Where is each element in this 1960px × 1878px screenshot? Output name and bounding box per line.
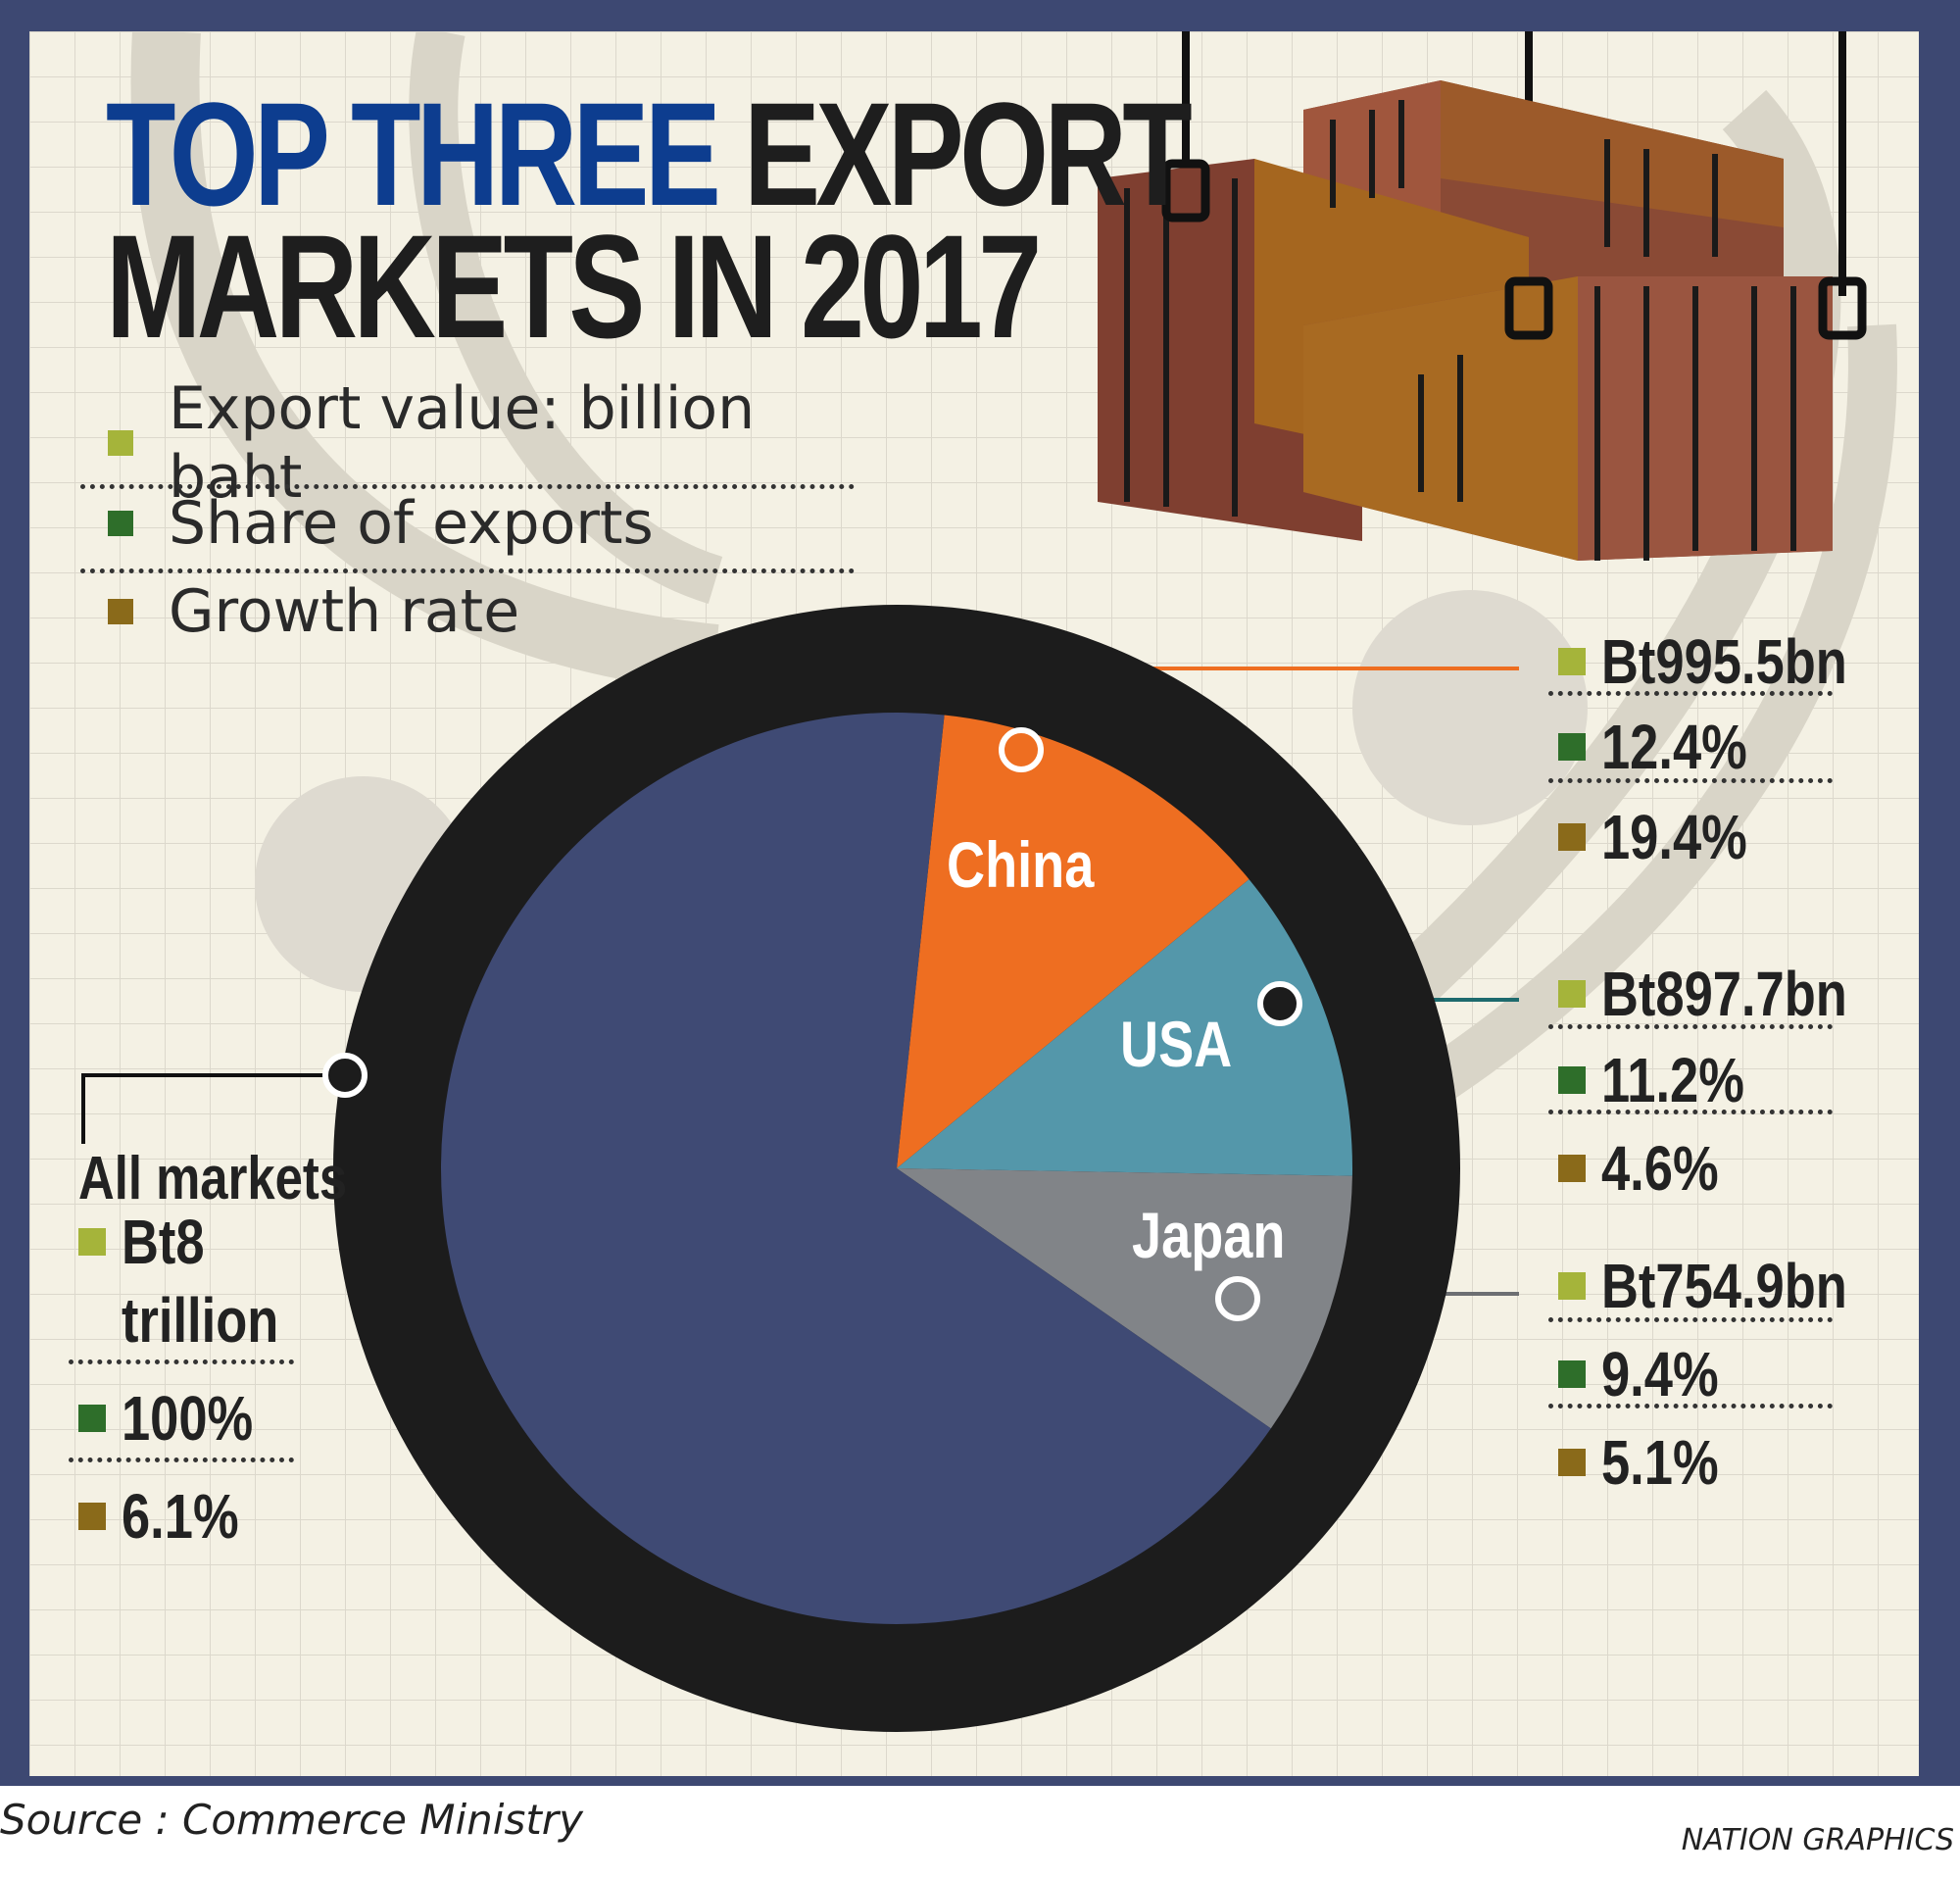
china-marker [999, 727, 1044, 772]
stat-text: Bt995.5bn [1601, 626, 1847, 697]
title-line-1: TOP THREE EXPORT [106, 80, 1193, 227]
share-swatch [1558, 1360, 1586, 1388]
title-rest: EXPORT [744, 72, 1193, 236]
legend-label: Export value: billion baht [169, 374, 756, 512]
usa-export-value: Bt897.7bn [1558, 955, 1901, 1033]
stat-text: 9.4% [1601, 1339, 1719, 1409]
share-swatch [78, 1405, 106, 1432]
all-markets-export-value: Bt8 [78, 1203, 222, 1281]
slice-label-japan: Japan [1132, 1199, 1286, 1271]
source-note: Source : Commerce Ministry [0, 1796, 583, 1844]
pie-chart [333, 605, 1460, 1732]
divider [1548, 691, 1833, 696]
all-markets-marker [322, 1053, 368, 1098]
growth-swatch [78, 1503, 106, 1530]
stat-text: trillion [122, 1285, 279, 1356]
divider [80, 484, 855, 489]
stat-text: Bt897.7bn [1601, 959, 1847, 1029]
divider [80, 568, 855, 573]
divider [1548, 778, 1833, 783]
stat-text: Bt8 [122, 1207, 205, 1277]
stat-text: Bt754.9bn [1601, 1251, 1847, 1321]
legend-swatch [108, 511, 133, 536]
share-swatch [1558, 1066, 1586, 1094]
stat-text: 6.1% [122, 1481, 239, 1552]
infographic-frame: TOP THREE EXPORT MARKETS IN 2017 Export … [0, 0, 1960, 1786]
legend-label: Share of exports [169, 489, 654, 558]
usa-growth: 4.6% [1558, 1129, 1744, 1208]
usa-marker [1257, 981, 1302, 1026]
decor-circle [1352, 590, 1588, 825]
slice-label-china: China [947, 828, 1095, 901]
china-growth: 19.4% [1558, 798, 1779, 876]
title-highlight: TOP THREE [106, 72, 721, 236]
decor-arc [409, 31, 723, 604]
china-export-value: Bt995.5bn [1558, 622, 1901, 701]
stat-text: 100% [122, 1383, 254, 1454]
stat-text: 4.6% [1601, 1133, 1719, 1204]
china-share: 12.4% [1558, 708, 1779, 786]
slice-label-usa: USA [1120, 1008, 1233, 1080]
export-value-swatch [1558, 648, 1586, 675]
growth-swatch [1558, 1155, 1586, 1182]
japan-share: 9.4% [1558, 1335, 1744, 1413]
stat-text: 19.4% [1601, 802, 1747, 872]
decor-arc [130, 31, 719, 693]
divider [1548, 1404, 1833, 1408]
divider [1548, 1110, 1833, 1114]
stat-text: All markets [78, 1144, 348, 1212]
stat-text: 12.4% [1601, 712, 1747, 782]
export-value-swatch [78, 1228, 106, 1256]
pie-slice-usa [897, 879, 1352, 1176]
legend-item-export-value: Export value: billion baht [108, 374, 892, 512]
export-value-swatch [1558, 980, 1586, 1008]
pie-slice-china [897, 715, 1250, 1168]
stat-text: 5.1% [1601, 1427, 1719, 1498]
all-markets-label: All markets [78, 1139, 406, 1217]
title-line-2: MARKETS IN 2017 [106, 204, 1042, 369]
legend-swatch [108, 599, 133, 624]
background-decoration [81, 31, 1897, 1732]
all-markets-leader-line [81, 1073, 343, 1144]
japan-marker [1215, 1276, 1260, 1321]
divider [1548, 1024, 1833, 1029]
all-markets-share: 100% [78, 1379, 282, 1458]
export-value-swatch [1558, 1272, 1586, 1300]
stat-text: 11.2% [1601, 1045, 1744, 1115]
usa-share: 11.2% [1558, 1041, 1776, 1119]
all-markets-export-value-line2: trillion [122, 1281, 314, 1359]
all-markets-growth: 6.1% [78, 1477, 265, 1556]
legend-label: Growth rate [169, 577, 520, 646]
crates-illustration [1098, 31, 1867, 561]
growth-swatch [1558, 1449, 1586, 1476]
legend-swatch [108, 430, 133, 456]
legend-item-share: Share of exports [108, 484, 892, 563]
legend-item-growth: Growth rate [108, 572, 892, 651]
growth-swatch [1558, 823, 1586, 851]
japan-export-value: Bt754.9bn [1558, 1247, 1901, 1325]
japan-growth: 5.1% [1558, 1423, 1744, 1502]
divider [69, 1359, 294, 1364]
divider [1548, 1317, 1833, 1322]
pie-slice-japan [897, 1168, 1352, 1429]
share-swatch [1558, 733, 1586, 761]
infographic-panel: TOP THREE EXPORT MARKETS IN 2017 Export … [29, 31, 1919, 1776]
pie-slice-others [441, 713, 1271, 1624]
divider [69, 1458, 294, 1462]
credit-note: NATION GRAPHICS [1681, 1823, 1954, 1857]
